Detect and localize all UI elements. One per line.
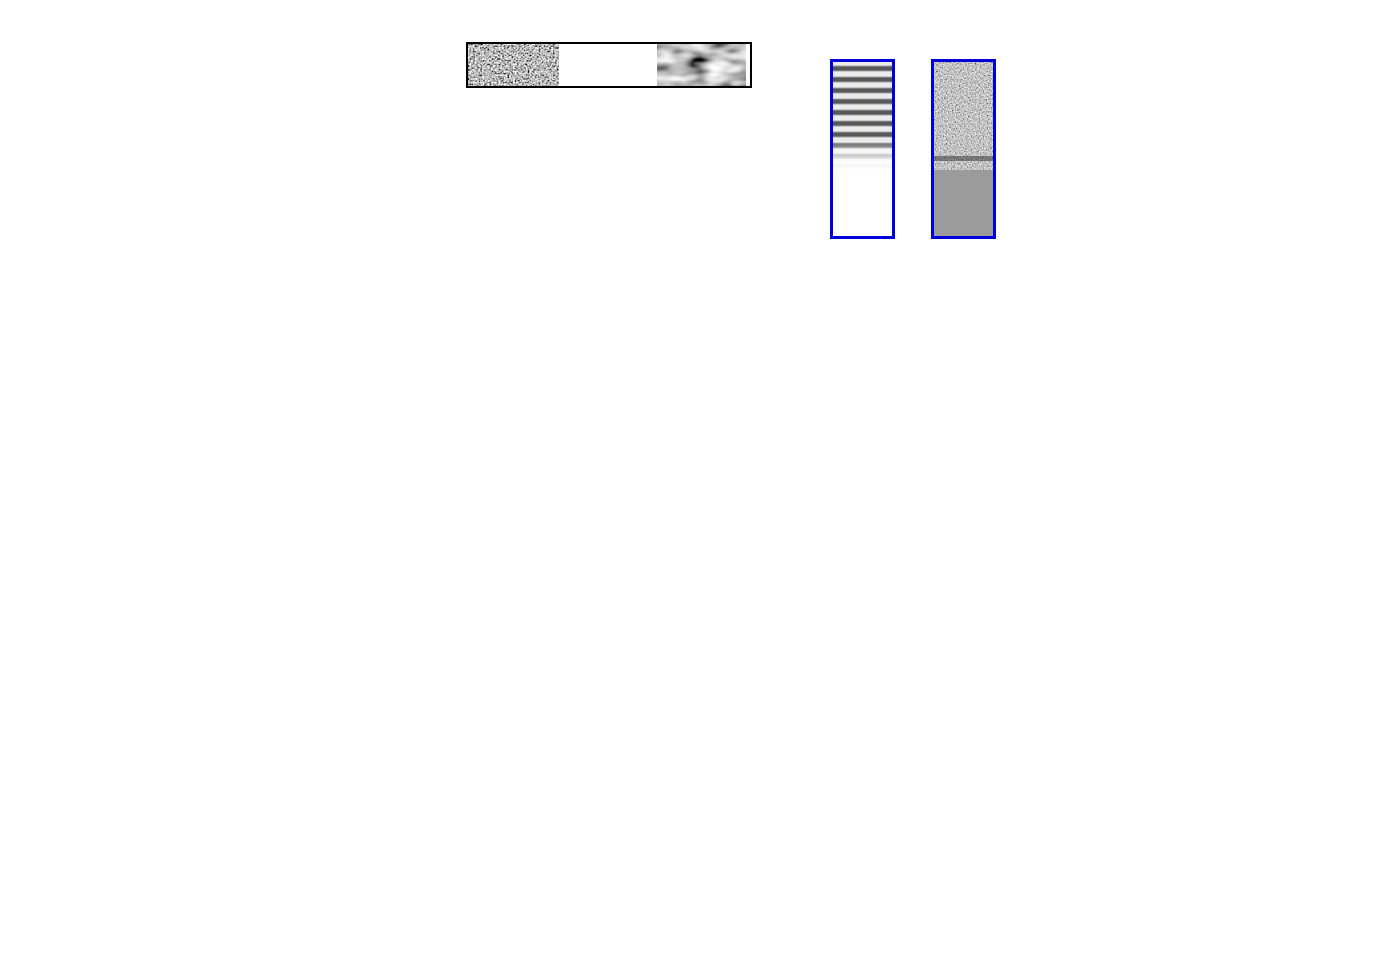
catalog-footer [68,875,99,953]
weighted-smoothed-image [657,44,746,86]
clean-image [931,59,996,239]
weighted-2dspec-image [468,44,559,86]
weighted-pixelflat-image [561,44,655,86]
spec2d-weighted-row [466,42,752,88]
clean-noise-texture [934,62,993,170]
sky-stripes [833,62,892,170]
with-sky-image [830,59,895,239]
line-fit-chart [1022,52,1322,230]
full-spectrum-chart [60,265,1330,470]
